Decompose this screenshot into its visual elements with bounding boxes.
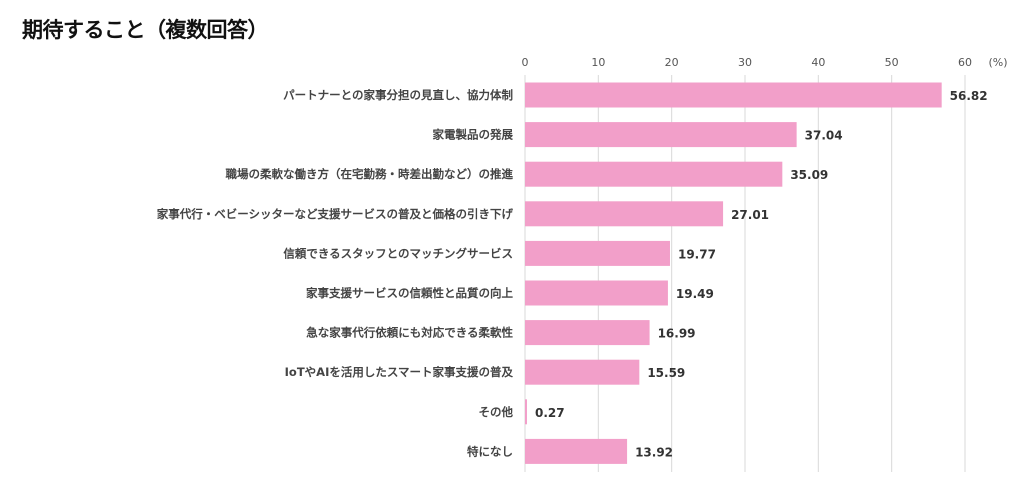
data-label: 56.82: [950, 89, 988, 103]
bar: [525, 240, 670, 266]
category-label: 家電製品の発展: [433, 128, 514, 142]
data-label: 0.27: [535, 406, 565, 420]
category-label: 特になし: [467, 444, 513, 458]
x-tick-label: 50: [885, 56, 899, 69]
x-tick-label: 20: [665, 56, 679, 69]
category-label: その他: [479, 405, 514, 419]
bar: [525, 359, 640, 385]
data-label: 27.01: [731, 208, 769, 222]
category-label: 信頼できるスタッフとのマッチングサービス: [283, 246, 513, 260]
data-label: 15.59: [647, 366, 685, 380]
data-label: 35.09: [790, 168, 828, 182]
bar: [525, 201, 724, 227]
bar: [525, 399, 527, 425]
data-label: 13.92: [635, 445, 673, 459]
category-label: 職場の柔軟な働き方（在宅勤務・時差出勤など）の推進: [226, 167, 514, 181]
category-label: 急な家事代行依頼にも対応できる柔軟性: [306, 326, 513, 340]
data-label: 19.77: [678, 247, 716, 261]
x-tick-label: 40: [811, 56, 825, 69]
x-tick-label: 10: [591, 56, 605, 69]
unit-label: (%): [988, 56, 1007, 69]
chart-title: 期待すること（複数回答）: [22, 18, 269, 42]
bar: [525, 438, 628, 464]
bar: [525, 82, 942, 108]
category-label: IoTやAIを活用したスマート家事支援の普及: [285, 365, 514, 379]
x-tick-label: 60: [958, 56, 972, 69]
data-label: 16.99: [658, 327, 696, 341]
x-tick-label: 30: [738, 56, 752, 69]
bar: [525, 161, 783, 187]
bar: [525, 122, 797, 148]
bar: [525, 280, 668, 306]
data-label: 37.04: [805, 129, 843, 143]
x-tick-label: 0: [522, 56, 529, 69]
category-label: 家事支援サービスの信頼性と品質の向上: [306, 286, 513, 300]
bar: [525, 320, 650, 346]
data-label: 19.49: [676, 287, 714, 301]
category-label: 家事代行・ベビーシッターなど支援サービスの普及と価格の引き下げ: [157, 207, 514, 221]
category-label: パートナーとの家事分担の見直し、協力体制: [283, 88, 513, 102]
